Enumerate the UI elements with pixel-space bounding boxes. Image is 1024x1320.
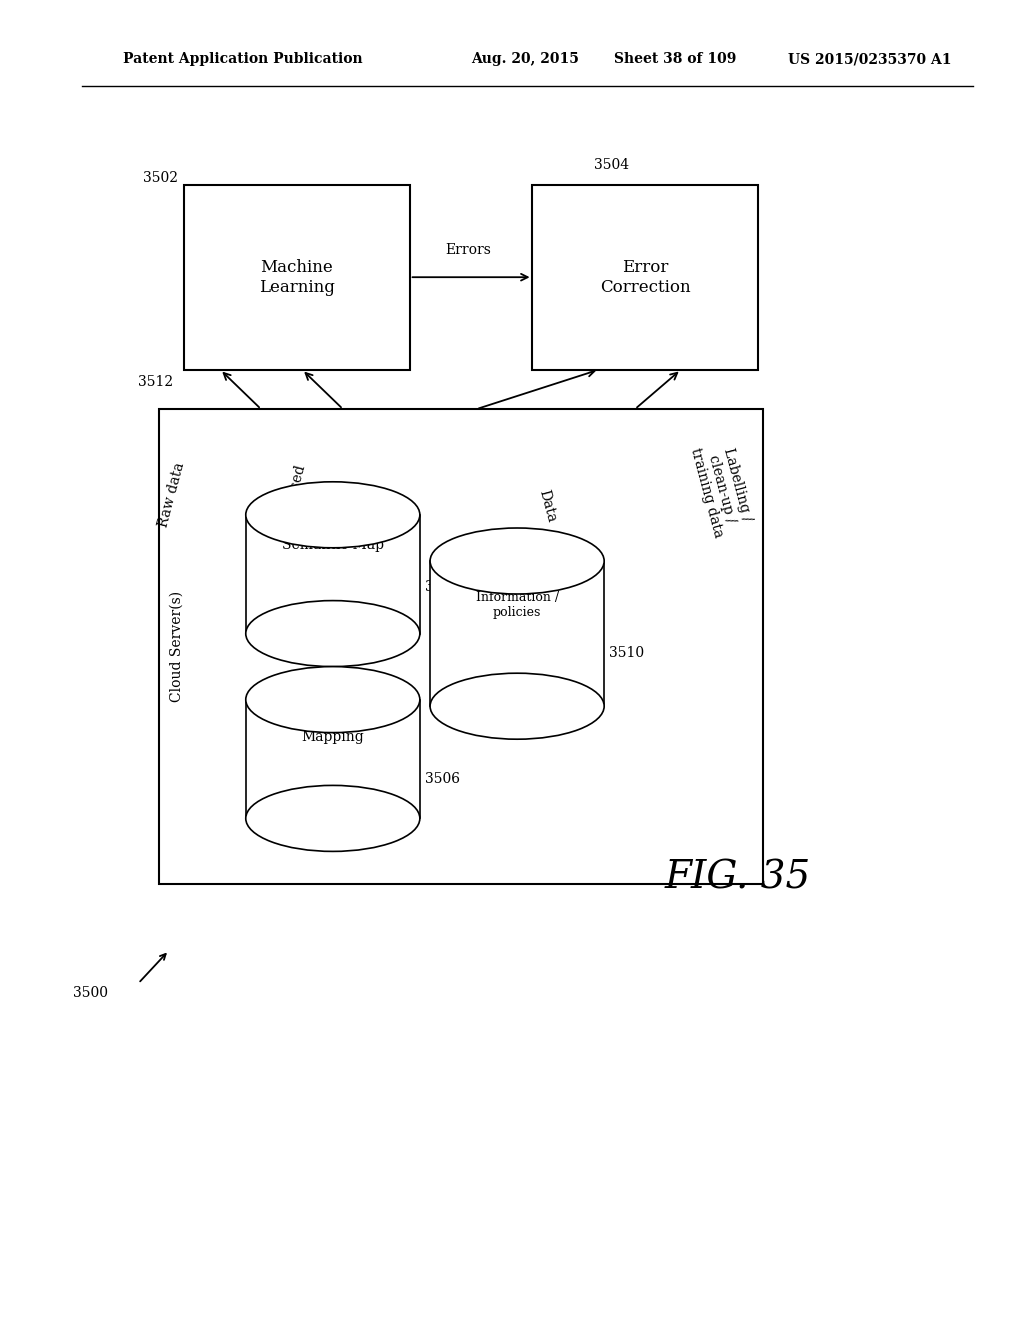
Ellipse shape: [246, 667, 420, 733]
Text: Patent Application Publication: Patent Application Publication: [123, 53, 362, 66]
Text: 3512: 3512: [138, 375, 173, 389]
Text: Sheet 38 of 109: Sheet 38 of 109: [614, 53, 737, 66]
Text: 3510: 3510: [609, 647, 644, 660]
Ellipse shape: [246, 785, 420, 851]
Ellipse shape: [430, 528, 604, 594]
FancyBboxPatch shape: [430, 561, 604, 706]
Text: Semantic Map: Semantic Map: [282, 537, 384, 552]
FancyBboxPatch shape: [532, 185, 758, 370]
Ellipse shape: [246, 601, 420, 667]
Text: Labelling /
clean-up /
training data: Labelling / clean-up / training data: [687, 438, 757, 539]
Text: Processed
data: Processed data: [276, 463, 324, 540]
Text: Cloud Server(s): Cloud Server(s): [170, 591, 184, 702]
FancyBboxPatch shape: [246, 515, 420, 634]
Text: Aug. 20, 2015: Aug. 20, 2015: [471, 53, 579, 66]
FancyBboxPatch shape: [159, 409, 763, 884]
Text: Raw data: Raw data: [157, 461, 187, 529]
Text: FIG. 35: FIG. 35: [665, 859, 810, 896]
FancyBboxPatch shape: [184, 185, 410, 370]
Ellipse shape: [246, 482, 420, 548]
Text: Errors: Errors: [445, 243, 490, 257]
FancyBboxPatch shape: [246, 700, 420, 818]
Text: Data: Data: [537, 487, 559, 524]
Text: 3506: 3506: [425, 772, 460, 785]
Text: 3502: 3502: [143, 170, 178, 185]
Ellipse shape: [430, 673, 604, 739]
Text: 3508: 3508: [425, 581, 460, 594]
Text: Machine
Learning: Machine Learning: [259, 259, 335, 296]
Text: Personal
Information /
policies: Personal Information / policies: [475, 576, 559, 619]
Text: 3504: 3504: [594, 157, 629, 172]
Text: 3500: 3500: [73, 986, 108, 999]
Text: Error
Correction: Error Correction: [600, 259, 690, 296]
Text: Geometry
Mapping: Geometry Mapping: [298, 714, 368, 744]
Text: US 2015/0235370 A1: US 2015/0235370 A1: [788, 53, 952, 66]
